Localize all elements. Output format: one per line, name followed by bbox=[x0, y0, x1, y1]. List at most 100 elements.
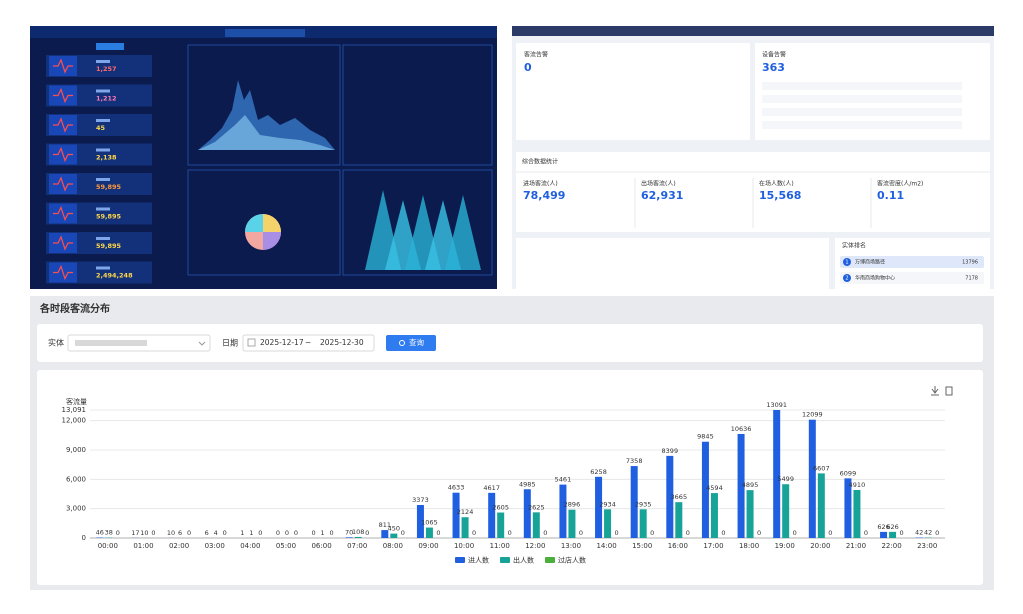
card-title: 客流告警 bbox=[524, 51, 548, 59]
dark-panel bbox=[187, 169, 341, 276]
bar bbox=[416, 505, 424, 538]
bar bbox=[737, 434, 745, 538]
value-label: 0 bbox=[899, 529, 903, 537]
light-tabbar bbox=[512, 26, 994, 36]
metric-label: 出场客流(人) bbox=[641, 180, 676, 188]
x-tick-label: 14:00 bbox=[596, 542, 616, 550]
value-label: 0 bbox=[721, 529, 725, 537]
card bbox=[516, 43, 750, 140]
bar bbox=[808, 419, 816, 538]
stat-value: 1,257 bbox=[96, 65, 117, 73]
dark-title-bar bbox=[225, 29, 305, 37]
x-tick-label: 06:00 bbox=[311, 542, 331, 550]
value-label: 0 bbox=[187, 529, 191, 537]
stat-pulse bbox=[53, 117, 73, 133]
search-icon bbox=[399, 340, 405, 346]
value-label: 4594 bbox=[706, 484, 723, 492]
x-tick-label: 04:00 bbox=[240, 542, 260, 550]
value-label: 1 bbox=[320, 529, 324, 537]
light-dynamic: 进场客流(人)78,499 出场客流(人)62,931 在场人数(人)15,568 客… bbox=[523, 178, 984, 284]
value-label: 10 bbox=[140, 529, 148, 537]
pie-slice bbox=[245, 214, 263, 232]
value-label: 46 bbox=[96, 529, 104, 537]
value-label: 0 bbox=[472, 529, 476, 537]
value-label: 0 bbox=[436, 529, 440, 537]
value-label: 2625 bbox=[528, 503, 545, 511]
value-label: 1 bbox=[240, 529, 244, 537]
value-label: 7358 bbox=[626, 457, 643, 465]
stat-value: 45 bbox=[96, 124, 106, 132]
x-tick-label: 18:00 bbox=[739, 542, 759, 550]
value-label: 5461 bbox=[555, 476, 572, 484]
value-label: 2605 bbox=[492, 504, 509, 512]
dark-dashboard: 1,257 1,212 45 2,138 59,895 59,895 59,895 2,494… bbox=[30, 26, 497, 289]
value-label: 450 bbox=[388, 525, 400, 533]
bar bbox=[782, 484, 790, 538]
value-label: 5499 bbox=[777, 475, 794, 483]
value-label: 6 bbox=[178, 529, 182, 537]
rank-number: 2 bbox=[845, 276, 848, 282]
value-label: 6258 bbox=[590, 468, 607, 476]
rank-value: 7178 bbox=[965, 276, 978, 282]
start-date: 2025-12-17 bbox=[260, 338, 304, 347]
value-label: 13091 bbox=[766, 401, 787, 409]
stat-value: 59,895 bbox=[96, 213, 122, 221]
bar bbox=[639, 509, 647, 538]
calendar-icon bbox=[247, 338, 256, 347]
date-separator: ~ bbox=[305, 338, 311, 347]
metric-value: 62,931 bbox=[641, 189, 683, 202]
value-label: 0 bbox=[285, 529, 289, 537]
stat-label bbox=[96, 89, 110, 93]
page-title: 各时段客流分布 bbox=[39, 302, 110, 315]
alarm-row bbox=[762, 82, 962, 90]
dark-button bbox=[96, 43, 124, 50]
bar bbox=[461, 517, 469, 538]
value-label: 0 bbox=[258, 529, 262, 537]
pie-slice bbox=[263, 232, 281, 250]
data-view-icon[interactable] bbox=[945, 386, 953, 396]
bar bbox=[630, 466, 638, 538]
value-label: 0 bbox=[311, 529, 315, 537]
x-tick-label: 21:00 bbox=[846, 542, 866, 550]
dark-panel bbox=[342, 169, 493, 276]
stat-label bbox=[96, 178, 110, 181]
select-arrow bbox=[198, 341, 206, 346]
dark-pie bbox=[245, 214, 281, 250]
bar bbox=[354, 536, 362, 538]
filter-label: 实体 bbox=[48, 338, 64, 348]
value-label: 8399 bbox=[662, 447, 679, 455]
dark-stats: 1,257 1,212 45 2,138 59,895 59,895 59,895 2,494… bbox=[46, 55, 152, 284]
value-label: 0 bbox=[579, 529, 583, 537]
card-value: 363 bbox=[762, 61, 785, 74]
stat-pulse bbox=[53, 235, 73, 251]
pie-slice bbox=[263, 214, 281, 232]
value-label: 0 bbox=[864, 529, 868, 537]
x-tick-label: 02:00 bbox=[169, 542, 189, 550]
bar bbox=[604, 509, 612, 538]
stat-label bbox=[96, 148, 110, 152]
bar bbox=[880, 531, 888, 538]
x-tick-label: 01:00 bbox=[133, 542, 153, 550]
card-title: 实体排名 bbox=[842, 242, 866, 250]
date-range[interactable] bbox=[242, 334, 375, 352]
download-icon[interactable] bbox=[931, 386, 939, 396]
value-label: 626 bbox=[886, 523, 898, 531]
stat-value: 59,895 bbox=[96, 242, 122, 250]
stat-pulse bbox=[53, 146, 73, 163]
value-label: 12099 bbox=[802, 411, 823, 419]
bar bbox=[345, 537, 353, 538]
value-label: 0 bbox=[757, 529, 761, 537]
bar bbox=[595, 476, 603, 538]
stat-value: 59,895 bbox=[96, 183, 122, 191]
value-label: 4 bbox=[214, 529, 218, 537]
value-label: 1065 bbox=[421, 519, 438, 527]
card bbox=[516, 238, 829, 289]
query-button[interactable] bbox=[386, 335, 436, 351]
alarm-row bbox=[762, 95, 962, 103]
card-title: 设备告警 bbox=[762, 51, 786, 59]
x-tick-label: 23:00 bbox=[917, 542, 937, 550]
rank-badge bbox=[843, 258, 851, 266]
dark-triangles bbox=[365, 190, 481, 270]
value-label: 3665 bbox=[671, 493, 688, 501]
